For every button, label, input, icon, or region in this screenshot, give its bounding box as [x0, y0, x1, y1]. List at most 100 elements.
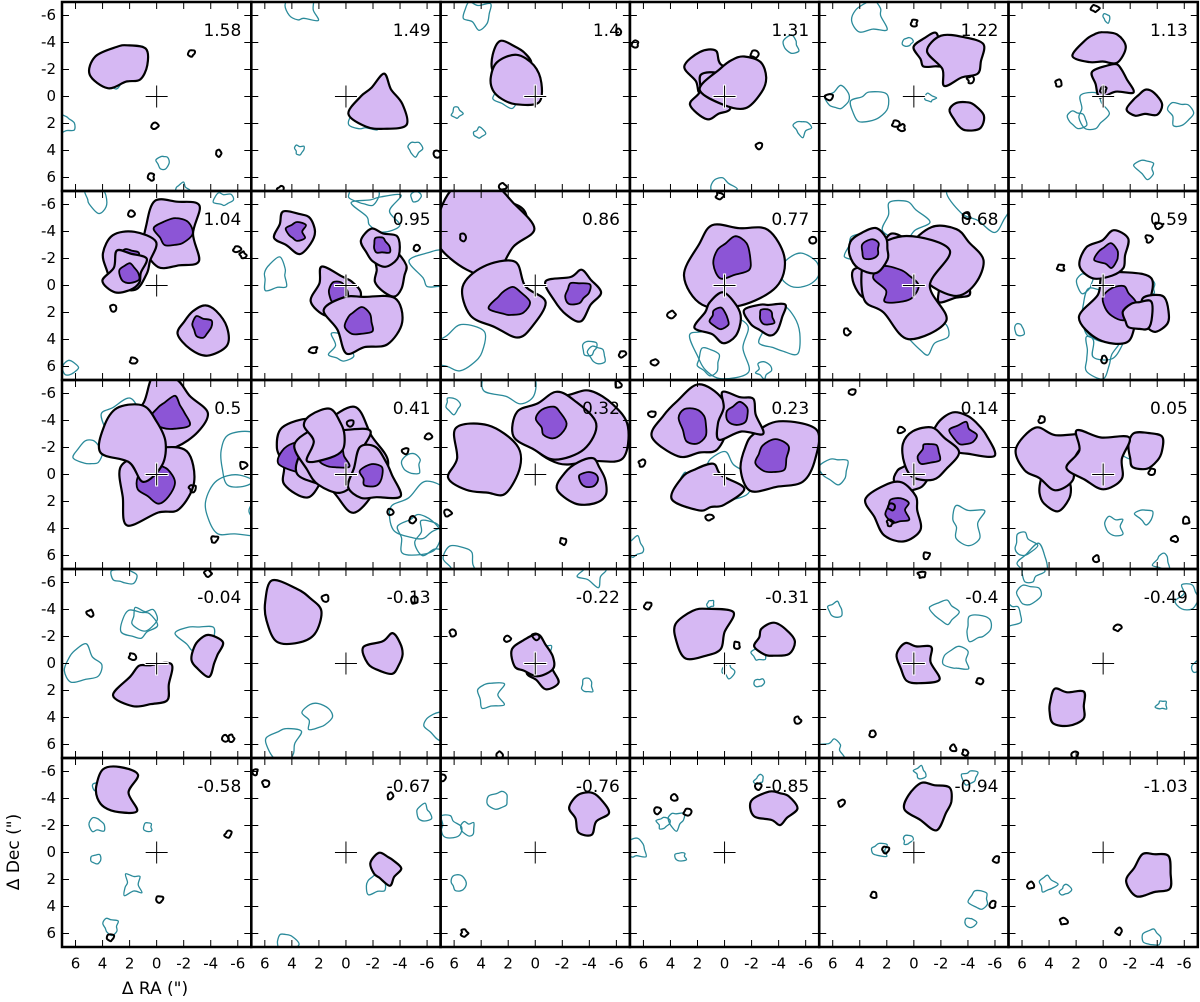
panel: 0.05	[1007, 378, 1200, 571]
noise-contour	[922, 551, 932, 561]
noise-contour	[916, 570, 927, 579]
panel-frame	[1007, 756, 1200, 949]
negative-contour	[414, 519, 441, 557]
emission	[649, 191, 820, 380]
emission	[251, 768, 433, 947]
emission	[819, 388, 997, 561]
noise-contour	[1114, 926, 1123, 937]
negative-contour	[782, 34, 800, 55]
panel: 0.68	[817, 189, 1010, 382]
noise-contour	[642, 601, 653, 611]
noise-contour	[669, 792, 679, 802]
emission-contour	[489, 53, 544, 107]
noise-contour	[127, 652, 138, 662]
velocity-label: 0.68	[961, 210, 999, 230]
y-tick-label: -4	[41, 411, 56, 429]
panel: -6 -4 -2 0 2 4 6 1.58	[41, 0, 253, 193]
negative-contour	[63, 642, 103, 684]
noise-contour	[615, 27, 623, 37]
x-tick-label: 4	[666, 955, 676, 973]
emission-contour	[347, 72, 409, 131]
negative-contour	[476, 682, 506, 710]
emission-core	[677, 407, 708, 445]
velocity-label: 1.04	[203, 210, 241, 230]
emission-contour	[97, 403, 167, 483]
noise-contour	[210, 535, 220, 544]
x-tick-label: 2	[1071, 955, 1081, 973]
noise-contour	[975, 677, 985, 686]
negative-contour	[758, 304, 801, 356]
velocity-label: -1.03	[1144, 777, 1188, 797]
emission	[629, 383, 820, 558]
noise-contour	[617, 350, 628, 359]
emission-contour	[568, 791, 611, 837]
panel: 6 4 2 0 -2 -4 -6 -0.85	[628, 756, 821, 973]
emission	[440, 773, 611, 938]
noise-contour	[186, 49, 196, 58]
velocity-label: 0.41	[393, 399, 431, 419]
noise-contour	[666, 309, 677, 320]
x-tick-label: -6	[1177, 955, 1192, 973]
negative-contour	[1014, 323, 1026, 337]
panel: 6 4 2 0 -2 -4 -6 -1.03	[1007, 756, 1200, 973]
velocity-label: -0.31	[765, 588, 809, 608]
y-tick-label: -6	[41, 384, 56, 402]
negative-contour	[1066, 110, 1088, 130]
negative-contour	[1021, 569, 1046, 584]
noise-contour	[682, 807, 693, 817]
negative-contour	[462, 2, 492, 31]
noise-contour	[1058, 916, 1069, 926]
panel: 1.4	[439, 0, 632, 193]
noise-contour	[440, 773, 447, 783]
velocity-label: -0.49	[1144, 588, 1188, 608]
negative-contour	[1058, 883, 1073, 896]
negative-contour	[696, 346, 721, 377]
velocity-label: 0.32	[582, 399, 620, 419]
emission-core	[564, 281, 592, 306]
negative-contour	[142, 822, 153, 833]
negative-contour	[752, 773, 764, 785]
emission	[62, 44, 223, 191]
x-tick-label: -2	[366, 955, 381, 973]
negative-contour	[220, 430, 252, 488]
x-tick-label: -6	[230, 955, 245, 973]
velocity-label: 0.59	[1150, 210, 1188, 230]
negative-contour	[472, 126, 487, 139]
negative-contour	[581, 340, 598, 357]
velocity-label: 1.22	[961, 21, 999, 41]
noise-contour	[890, 119, 901, 128]
noise-contour	[649, 358, 660, 367]
noise-contour	[837, 798, 846, 808]
negative-contour	[407, 141, 424, 158]
noise-contour	[202, 569, 214, 579]
x-tick-label: -4	[771, 955, 786, 973]
negative-contour	[486, 790, 508, 810]
panel: 1.13	[1007, 0, 1200, 193]
negative-contour	[276, 933, 300, 947]
emission-contour	[1014, 426, 1088, 492]
panel: 6 4 2 0 -2 -4 -6 -0.67	[250, 756, 442, 973]
emission	[263, 578, 441, 758]
x-tick-label: 2	[882, 955, 892, 973]
negative-contour	[400, 452, 421, 475]
negative-contour	[1016, 542, 1049, 569]
x-tick-label: 6	[71, 955, 81, 973]
y-tick-label: 2	[46, 492, 56, 510]
negative-contour	[967, 889, 989, 910]
x-tick-label: -2	[176, 955, 191, 973]
noise-contour	[630, 39, 640, 49]
noise-contour	[1055, 263, 1066, 272]
negative-contour	[629, 534, 645, 558]
noise-contour	[400, 447, 410, 456]
negative-contour	[823, 84, 851, 110]
noise-contour	[1182, 515, 1191, 525]
x-tick-label: 6	[828, 955, 838, 973]
velocity-label: 1.13	[1150, 21, 1188, 41]
negative-contour	[655, 816, 671, 830]
velocity-label: 1.58	[203, 21, 241, 41]
emission-contour	[94, 765, 140, 815]
negative-contour	[347, 191, 380, 207]
y-tick-label: 4	[46, 141, 56, 159]
velocity-label: -0.67	[387, 777, 431, 797]
noise-contour	[226, 733, 236, 744]
